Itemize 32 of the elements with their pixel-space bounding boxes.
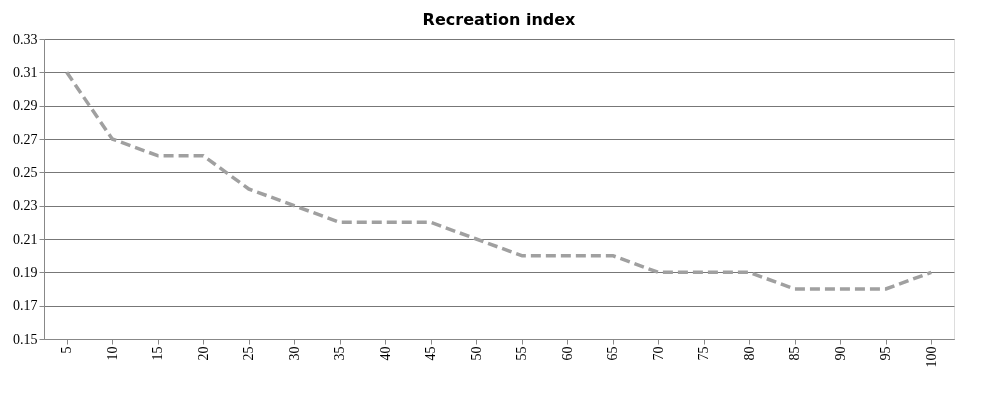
x-tick-label: 30: [286, 346, 302, 361]
x-tick-label: 75: [696, 346, 712, 361]
x-tick-label: 70: [650, 346, 666, 361]
chart-title: Recreation index: [422, 10, 577, 29]
y-tick-label: 0.21: [13, 231, 38, 247]
x-tick-label: 35: [332, 346, 348, 361]
y-tick-label: 0.31: [13, 64, 38, 80]
x-tick-label: 100: [923, 346, 939, 368]
x-tick-label: 90: [832, 346, 848, 361]
y-tick-label: 0.19: [13, 264, 38, 280]
x-tick-label: 55: [514, 346, 530, 361]
x-tick-label: 85: [787, 346, 803, 361]
x-tick-label: 15: [150, 346, 166, 361]
x-tick-label: 60: [559, 346, 575, 361]
x-tick-label: 50: [468, 346, 484, 361]
y-tick-label: 0.23: [13, 198, 38, 214]
x-tick-label: 65: [605, 346, 621, 361]
x-tick-label: 95: [878, 346, 894, 361]
y-tick-label: 0.29: [13, 98, 38, 114]
x-tick-label: 40: [377, 346, 393, 361]
x-tick-label: 45: [423, 346, 439, 361]
line-series: [65, 70, 933, 291]
x-tick-label: 80: [741, 346, 757, 361]
y-tick-label: 0.25: [13, 164, 38, 180]
x-tick-label: 5: [59, 346, 75, 354]
y-tick-label: 0.17: [13, 298, 38, 314]
y-tick-label: 0.33: [13, 31, 38, 47]
x-tick-label: 20: [195, 346, 211, 361]
x-tick-label: 25: [241, 346, 257, 361]
y-tick-label: 0.27: [13, 131, 38, 147]
x-tick-label: 10: [104, 346, 120, 361]
y-tick-label: 0.15: [13, 331, 38, 347]
